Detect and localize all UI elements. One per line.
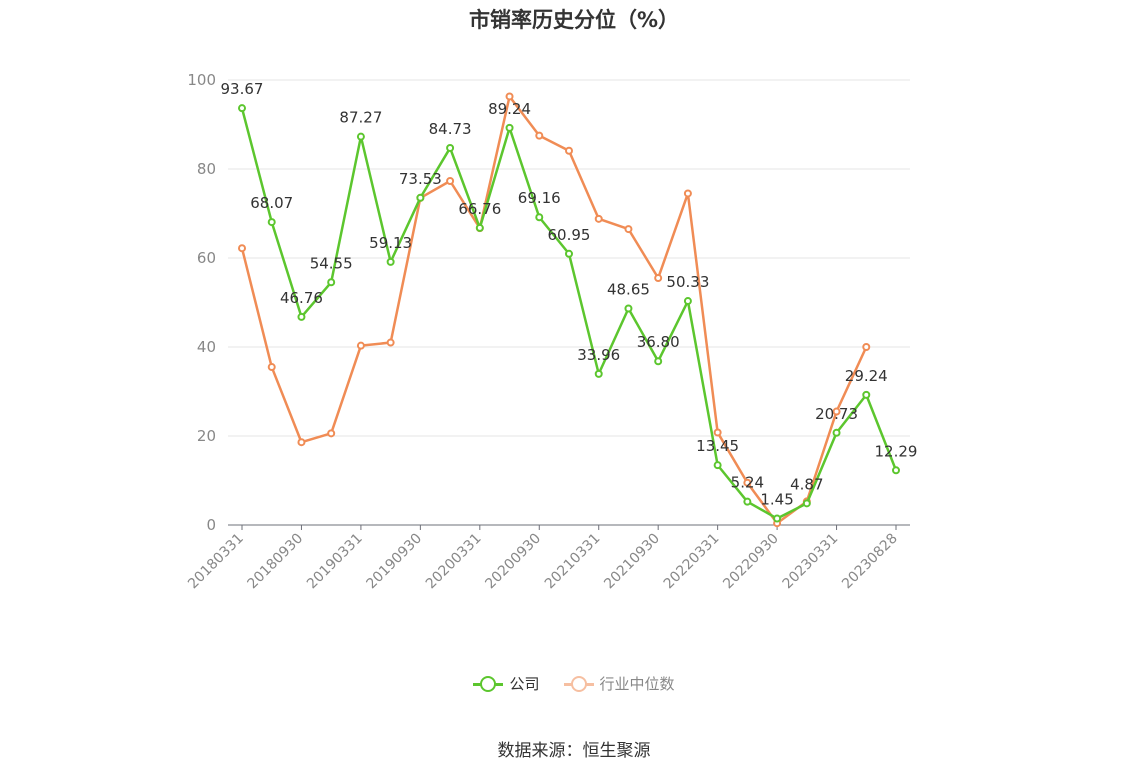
data-point-industry — [862, 343, 871, 351]
data-label: 54.55 — [310, 254, 353, 272]
data-point-company — [862, 390, 871, 399]
y-tick-label: 0 — [206, 516, 216, 534]
series-line-industry — [240, 95, 868, 525]
data-point-industry — [267, 363, 276, 372]
data-point-industry — [683, 189, 692, 198]
data-point-company — [416, 193, 425, 202]
data-point-company — [594, 369, 603, 378]
x-tick-label: 20210930 — [601, 531, 663, 593]
data-label: 59.13 — [369, 234, 412, 252]
data-point-industry — [743, 478, 752, 487]
data-point-industry — [297, 438, 306, 447]
x-tick-label: 20220930 — [720, 531, 782, 593]
data-label: 50.33 — [666, 273, 709, 291]
data-label: 93.67 — [221, 80, 264, 98]
data-point-company — [297, 312, 306, 321]
data-point-industry — [832, 407, 841, 416]
x-tick-label: 20230331 — [780, 531, 842, 593]
legend-industry-swatch-icon — [563, 674, 594, 694]
data-label: 48.65 — [607, 281, 650, 299]
data-label: 60.95 — [548, 226, 591, 244]
x-tick-label: 20180331 — [185, 531, 247, 593]
y-tick-label: 20 — [197, 427, 216, 445]
data-point-industry — [535, 131, 544, 140]
y-tick-label: 80 — [197, 160, 216, 178]
legend-industry-label: 行业中位数 — [599, 675, 675, 693]
data-point-company — [386, 257, 395, 266]
source-note: 数据来源：恒生聚源 — [497, 741, 651, 761]
data-point-company — [565, 249, 573, 258]
y-tick-label: 60 — [197, 249, 216, 267]
x-tick-label: 20200331 — [423, 531, 485, 593]
data-labels: 93.67 68.07 46.76 54.55 87.27 59.13 73.53 84.73… — [221, 80, 918, 508]
data-label: 33.96 — [577, 346, 620, 364]
data-label: 66.76 — [458, 200, 501, 218]
data-point-company — [267, 218, 276, 227]
data-point-company — [446, 143, 455, 152]
data-point-industry — [356, 341, 365, 350]
data-point-company — [743, 497, 752, 506]
data-label: 87.27 — [339, 109, 382, 127]
data-point-industry — [594, 214, 603, 223]
data-label: 20.73 — [815, 405, 858, 423]
series — [238, 92, 900, 528]
x-tick-label: 20190331 — [304, 531, 366, 593]
data-point-company — [683, 297, 692, 306]
axes: 0 20 40 60 80 100 2018033120180930201903312019… — [185, 71, 910, 592]
data-point-industry — [565, 146, 573, 155]
data-label: 46.76 — [280, 289, 323, 307]
data-label: 4.87 — [790, 475, 823, 493]
data-label: 69.16 — [518, 189, 561, 207]
data-label: 73.53 — [399, 170, 442, 188]
legend: 公司 行业中位数 — [0, 673, 1148, 694]
data-label: 36.80 — [637, 333, 680, 351]
data-label: 89.24 — [488, 100, 531, 118]
data-point-company — [624, 304, 633, 313]
data-point-industry — [386, 338, 395, 347]
data-label: 5.24 — [731, 474, 764, 492]
legend-item-company[interactable]: 公司 — [473, 673, 540, 694]
x-tick-label: 20210331 — [542, 531, 604, 593]
series-line-company — [240, 107, 898, 520]
data-point-industry — [238, 244, 246, 253]
data-point-company — [535, 213, 544, 222]
legend-item-industry[interactable]: 行业中位数 — [563, 673, 675, 694]
data-label: 84.73 — [429, 120, 472, 138]
data-point-industry — [654, 274, 663, 283]
x-tick-label: 20190930 — [363, 531, 425, 593]
data-point-company — [475, 223, 484, 232]
chart-title: 市销率历史分位（%） — [468, 8, 680, 32]
legend-company-swatch-icon — [473, 674, 504, 694]
data-point-company — [892, 466, 900, 475]
x-tick-label: 20180930 — [245, 531, 307, 593]
data-point-company — [356, 132, 365, 141]
data-label: 68.07 — [250, 194, 293, 212]
data-point-industry — [327, 429, 336, 438]
y-tick-label: 100 — [187, 71, 216, 89]
data-point-company — [327, 278, 336, 287]
data-point-company — [238, 104, 246, 113]
x-tick-label: 20200930 — [482, 531, 544, 593]
x-tick-label: 20230828 — [839, 531, 901, 593]
data-point-industry — [713, 428, 722, 437]
legend-company-label: 公司 — [509, 675, 540, 693]
data-point-company — [654, 357, 663, 366]
data-point-industry — [624, 225, 633, 234]
data-point-company — [773, 514, 782, 523]
data-point-company — [505, 123, 514, 132]
data-label: 12.29 — [875, 442, 918, 460]
data-label: 13.45 — [696, 437, 739, 455]
data-label: 29.24 — [845, 367, 888, 385]
data-point-company — [713, 461, 722, 470]
data-label: 1.45 — [760, 491, 793, 509]
y-tick-label: 40 — [197, 338, 216, 356]
data-point-industry — [446, 177, 455, 186]
data-point-industry — [505, 92, 514, 101]
data-point-company — [802, 499, 811, 508]
x-tick-label: 20220331 — [661, 531, 723, 593]
data-point-company — [832, 428, 841, 437]
